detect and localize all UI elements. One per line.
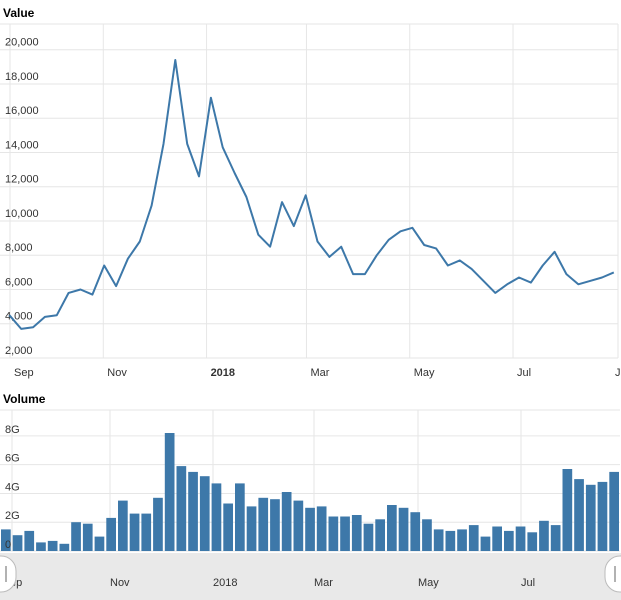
volume-bar	[480, 536, 491, 551]
value-chart-x-axis: Sep Nov 2018 Mar May Jul J	[14, 367, 621, 379]
value-y-tick-label: 16,000	[5, 105, 39, 117]
value-y-tick-label: 6,000	[5, 276, 33, 288]
volume-bar	[550, 525, 561, 551]
volume-bar	[118, 500, 128, 551]
volume-bar	[258, 497, 269, 551]
value-y-tick-label: 10,000	[5, 208, 39, 220]
volume-bar	[468, 525, 479, 551]
volume-bar	[316, 506, 327, 551]
volume-bar	[1, 529, 11, 551]
volume-bar	[36, 542, 46, 551]
volume-x-tick-label: Mar	[314, 577, 333, 589]
volume-bar	[246, 506, 257, 551]
volume-x-tick-label: May	[418, 577, 439, 589]
volume-y-tick-label: 0	[5, 539, 11, 551]
value-chart-y-axis: 2,000 4,000 6,000 8,000 10,000 12,000 14,000 16…	[5, 37, 39, 357]
value-x-tick-label: Nov	[107, 367, 127, 379]
volume-bar	[585, 484, 596, 551]
volume-bar	[270, 499, 280, 551]
navigator-strip[interactable]	[0, 553, 621, 600]
volume-bar	[176, 466, 187, 551]
volume-bar	[363, 523, 374, 551]
value-y-tick-label: 20,000	[5, 37, 39, 49]
volume-bar	[106, 517, 116, 551]
value-y-tick-label: 2,000	[5, 345, 33, 357]
volume-bar	[164, 433, 175, 551]
volume-bar	[305, 507, 315, 551]
volume-x-tick-label: Nov	[110, 577, 130, 589]
volume-bar	[457, 529, 467, 551]
volume-bar	[59, 543, 70, 551]
volume-bar	[387, 505, 397, 551]
volume-chart-x-axis: ep Nov 2018 Mar May Jul	[10, 577, 535, 589]
value-chart-title: Value	[3, 6, 35, 20]
volume-bar	[398, 507, 409, 551]
volume-y-tick-label: 4G	[5, 481, 20, 493]
volume-bar	[281, 492, 292, 551]
volume-bar	[562, 469, 573, 551]
volume-bar	[293, 500, 304, 551]
volume-bar	[12, 535, 23, 551]
volume-x-tick-label: Jul	[521, 577, 535, 589]
volume-bar	[340, 516, 350, 551]
volume-bar	[504, 530, 514, 551]
volume-chart-y-axis: 0 2G 4G 6G 8G	[5, 424, 20, 551]
volume-bar	[445, 530, 456, 551]
volume-bar	[328, 516, 339, 551]
volume-y-tick-label: 8G	[5, 424, 20, 436]
volume-bar	[47, 540, 58, 551]
volume-bar	[539, 520, 549, 551]
volume-bar	[141, 513, 152, 551]
value-series-line	[8, 59, 615, 330]
volume-bar	[82, 523, 93, 551]
volume-bar	[71, 522, 81, 551]
volume-x-tick-label: 2018	[213, 577, 237, 589]
value-y-tick-label: 8,000	[5, 242, 33, 254]
value-y-tick-label: 18,000	[5, 71, 39, 83]
volume-bar	[24, 530, 35, 551]
volume-bar	[199, 476, 210, 551]
volume-bar	[129, 513, 140, 551]
volume-chart-title: Volume	[3, 392, 46, 406]
volume-bar	[492, 526, 502, 551]
volume-bar	[597, 481, 608, 551]
value-x-tick-label: Jul	[517, 367, 531, 379]
volume-bar	[188, 471, 198, 551]
value-x-tick-label: Sep	[14, 367, 34, 379]
value-x-tick-label: Mar	[310, 367, 329, 379]
value-y-tick-label: 12,000	[5, 174, 39, 186]
volume-bar	[410, 512, 421, 551]
navigator-handle-left[interactable]	[0, 555, 17, 593]
volume-y-tick-label: 2G	[5, 510, 20, 522]
value-y-tick-label: 4,000	[5, 311, 33, 323]
volume-bars	[1, 433, 619, 551]
value-x-tick-label: J	[615, 367, 621, 379]
volume-bar	[223, 503, 233, 551]
volume-bar	[433, 529, 444, 551]
volume-bar	[375, 519, 385, 551]
volume-bar	[94, 536, 105, 551]
volume-bar	[153, 497, 163, 551]
volume-y-tick-label: 6G	[5, 453, 20, 465]
volume-bar	[527, 532, 538, 551]
volume-bar	[235, 483, 245, 551]
volume-bar	[351, 515, 362, 551]
value-y-tick-label: 14,000	[5, 139, 39, 151]
volume-bar	[515, 526, 526, 551]
value-chart-grid	[0, 23, 619, 359]
volume-bar	[609, 471, 619, 551]
value-x-tick-label: 2018	[211, 367, 235, 379]
volume-bar	[211, 483, 222, 551]
volume-bar	[422, 519, 432, 551]
value-x-tick-label: May	[414, 367, 435, 379]
volume-bar	[574, 479, 584, 551]
navigator-handle-right[interactable]	[604, 555, 621, 593]
